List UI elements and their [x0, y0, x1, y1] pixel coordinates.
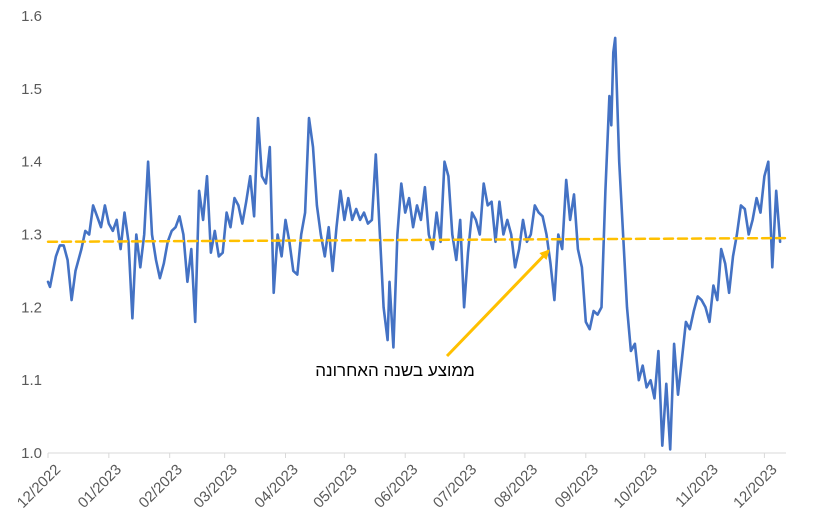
x-tick-label: 09/2023: [552, 461, 602, 511]
annotation-layer: ממוצע בשנה האחרונה: [315, 249, 550, 380]
y-tick-label: 1.4: [21, 154, 42, 171]
plot-area: [46, 36, 788, 451]
x-tick-label: 12/2023: [730, 461, 780, 511]
annotation-label: ממוצע בשנה האחרונה: [315, 361, 475, 380]
x-tick-label: 07/2023: [430, 461, 480, 511]
x-tick-label: 06/2023: [371, 461, 421, 511]
y-tick-label: 1.1: [21, 372, 42, 389]
x-tick-label: 11/2023: [672, 461, 722, 511]
x-tick-label: 05/2023: [310, 461, 360, 511]
y-tick-label: 1.0: [21, 445, 42, 462]
x-tick-label: 12/2022: [14, 461, 64, 511]
x-axis-ticks: 12/2022 01/2023 02/2023 03/2023 04/2023 05/20…: [14, 453, 781, 512]
y-tick-label: 1.2: [21, 299, 42, 316]
x-tick-label: 10/2023: [610, 461, 660, 511]
y-tick-label: 1.3: [21, 227, 42, 244]
y-tick-label: 1.6: [21, 8, 42, 25]
average-line: [46, 236, 788, 244]
x-tick-label: 01/2023: [75, 461, 125, 511]
y-axis-ticks: 1.0 1.1 1.2 1.3 1.4 1.5 1.6: [21, 8, 42, 462]
x-tick-label: 04/2023: [251, 461, 301, 511]
x-tick-label: 02/2023: [136, 461, 186, 511]
x-tick-label: 03/2023: [190, 461, 240, 511]
annotation-arrow: [445, 249, 550, 358]
x-tick-label: 08/2023: [491, 461, 541, 511]
series-line: [46, 36, 782, 451]
y-tick-label: 1.5: [21, 81, 42, 98]
